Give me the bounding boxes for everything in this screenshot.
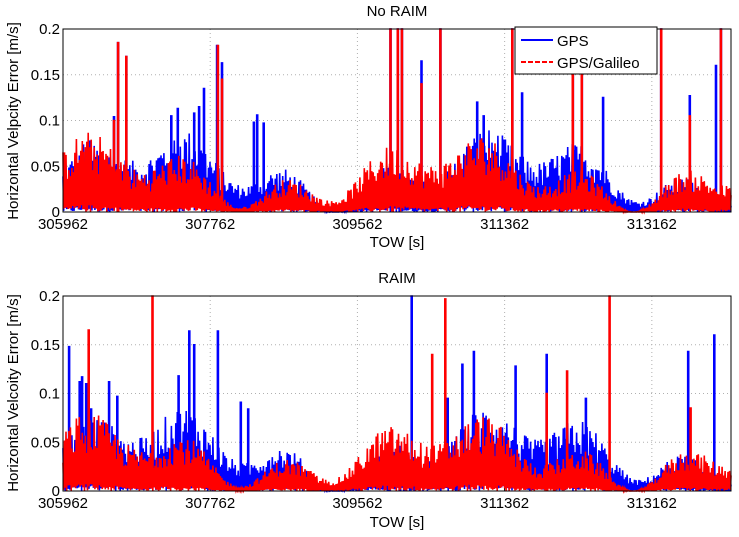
plot-raim: RAIM 00.050.10.150.2 305962 307762 309562 3…	[5, 270, 732, 531]
x-tick-label: 309562	[332, 216, 382, 233]
y-tick-label: 0.05	[31, 434, 60, 451]
x-tick-label: 313162	[627, 495, 677, 512]
y-tick-label: 0	[52, 483, 60, 500]
x-tick-label: 305962	[38, 495, 88, 512]
x-tick-label: 309562	[332, 495, 382, 512]
x-tick-label: 313162	[627, 216, 677, 233]
x-tick-label: 311362	[480, 216, 529, 233]
axes-box	[62, 28, 732, 213]
y-tick-label: 0.15	[31, 67, 60, 84]
y-tick-label: 0	[52, 204, 60, 221]
y-tick-label: 0.05	[31, 158, 60, 175]
y-axis-label: Horizontal Velpcity Error [m/s]	[5, 22, 22, 220]
y-tick-label: 0.1	[39, 386, 60, 403]
legend-gps-label: GPS	[557, 33, 589, 50]
y-tick-label: 0.2	[39, 288, 60, 305]
legend-box	[514, 26, 658, 75]
y-tick-label: 0.1	[39, 113, 60, 130]
plot-no-raim: No RAIM 0 0.05 0.1 0.15 0.2 305962 307762 3095…	[5, 3, 732, 251]
legend: GPS GPS/Galileo	[514, 26, 658, 75]
plot-title: No RAIM	[367, 3, 428, 20]
x-axis-label: TOW [s]	[370, 234, 425, 251]
x-tick-label: 307762	[185, 495, 235, 512]
legend-gps-galileo-label: GPS/Galileo	[557, 55, 640, 72]
x-tick-labels: 305962 307762 309562 311362 313162	[38, 216, 677, 233]
axes-box	[62, 295, 732, 492]
y-tick-label: 0.2	[39, 21, 60, 38]
x-tick-labels: 305962 307762 309562 311362 313162	[38, 495, 677, 512]
x-tick-label: 311362	[480, 495, 529, 512]
plot-title: RAIM	[378, 270, 416, 287]
y-tick-label: 0.15	[31, 337, 60, 354]
y-tick-labels: 0 0.05 0.1 0.15 0.2	[31, 21, 60, 221]
y-axis-label: Horizontal Velcoity Error [m/s]	[5, 294, 22, 492]
y-tick-labels: 0 0.05 0.1 0.15 0.2	[31, 288, 60, 500]
x-axis-label: TOW [s]	[370, 514, 425, 531]
x-tick-label: 307762	[185, 216, 235, 233]
x-tick-label: 305962	[38, 216, 88, 233]
